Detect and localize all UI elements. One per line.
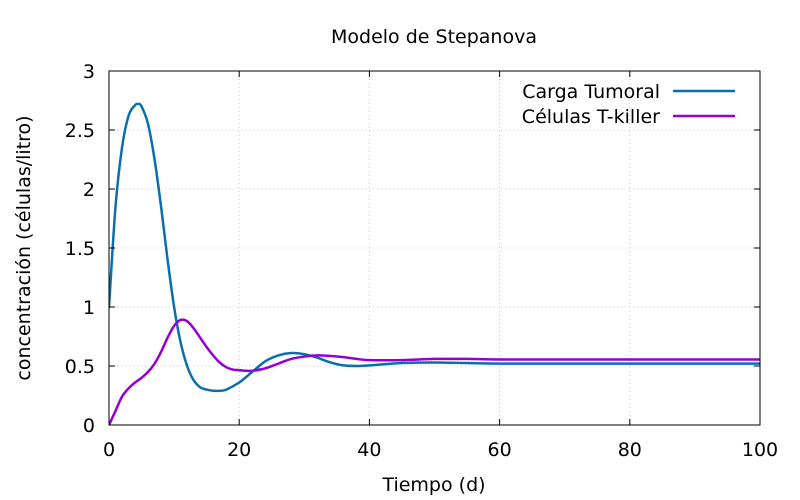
x-tick-label: 80 <box>618 439 642 461</box>
x-tick-label: 20 <box>227 439 251 461</box>
y-axis-label: concentración (células/litro) <box>13 115 35 380</box>
x-tick-label: 60 <box>488 439 512 461</box>
legend-label-1: Carga Tumoral <box>522 81 660 103</box>
y-tick-label: 3 <box>83 61 95 83</box>
legend: Carga Tumoral Células T-killer <box>522 81 735 128</box>
y-tick-label: 1.5 <box>65 238 95 260</box>
ticks: 0 20 40 60 80 100 0 0.5 1 1.5 2 2.5 3 <box>65 61 778 461</box>
y-tick-label: 1 <box>83 297 95 319</box>
legend-label-2: Células T-killer <box>522 106 660 128</box>
y-tick-label: 0.5 <box>65 356 95 378</box>
series-line-2 <box>109 318 760 425</box>
y-tick-label: 2 <box>83 179 95 201</box>
x-tick-label: 100 <box>742 439 778 461</box>
series-line-1 <box>109 102 760 393</box>
x-tick-label: 0 <box>103 439 115 461</box>
chart-title: Modelo de Stepanova <box>331 26 537 48</box>
x-axis-label: Tiempo (d) <box>381 474 485 496</box>
grid <box>109 71 760 425</box>
series-group <box>109 102 760 425</box>
y-tick-label: 2.5 <box>65 120 95 142</box>
x-tick-label: 40 <box>357 439 381 461</box>
y-tick-label: 0 <box>83 415 95 437</box>
